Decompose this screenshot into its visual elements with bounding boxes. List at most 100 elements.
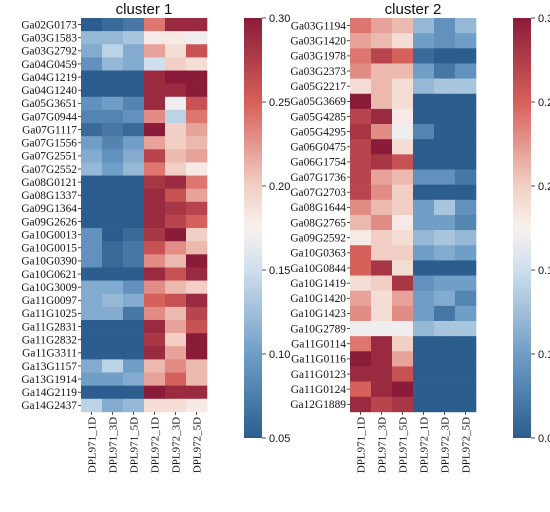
heatmap-cell bbox=[102, 306, 124, 321]
heatmap-cell bbox=[81, 280, 103, 295]
heatmap-cell bbox=[144, 280, 166, 295]
heatmap-cell bbox=[413, 366, 435, 382]
heatmap-cell bbox=[144, 228, 166, 242]
heatmap-cell bbox=[434, 275, 456, 291]
heatmap-cell bbox=[350, 124, 372, 140]
heatmap-cell bbox=[350, 381, 372, 398]
colorbar-tick-label: 0.05 bbox=[269, 433, 290, 445]
heatmap-cell bbox=[186, 57, 208, 71]
colorbar-tick-label: 0.20 bbox=[538, 181, 550, 193]
heatmap-cell bbox=[455, 260, 477, 276]
row-label: Ga03G1420 bbox=[290, 36, 346, 48]
heatmap-cell bbox=[165, 18, 187, 32]
heatmap-cell bbox=[434, 214, 456, 231]
heatmap-cell bbox=[123, 57, 145, 71]
heatmap-cell bbox=[371, 245, 393, 261]
heatmap-cell bbox=[413, 381, 435, 398]
heatmap-cell bbox=[81, 385, 103, 400]
heatmap-cell bbox=[123, 70, 145, 84]
heatmap-cell bbox=[165, 267, 187, 281]
row-label: Ga09G2592 bbox=[290, 232, 346, 244]
heatmap-cell bbox=[392, 396, 414, 413]
heatmap-cell bbox=[81, 83, 103, 98]
heatmap-cell bbox=[102, 241, 124, 255]
heatmap-cell bbox=[144, 31, 166, 45]
row-label: Ga13G1157 bbox=[22, 361, 78, 373]
heatmap-cell bbox=[434, 184, 456, 201]
heatmap-cell bbox=[144, 83, 166, 98]
heatmap-cell bbox=[455, 78, 477, 95]
heatmap-cell bbox=[81, 18, 103, 32]
heatmap-cell bbox=[371, 305, 393, 322]
heatmap-cell bbox=[455, 366, 477, 382]
heatmap-cell bbox=[186, 83, 208, 98]
heatmap-cell bbox=[123, 123, 145, 137]
heatmap-cell bbox=[123, 346, 145, 360]
heatmap-cell bbox=[434, 381, 456, 398]
heatmap-cell bbox=[186, 136, 208, 150]
heatmap-cell bbox=[371, 290, 393, 307]
heatmap-cell bbox=[186, 398, 208, 413]
heatmap-cell bbox=[350, 305, 372, 322]
heatmap-cell bbox=[413, 169, 435, 185]
column-label: DPL971_1D bbox=[87, 417, 99, 473]
heatmap-cell bbox=[455, 275, 477, 291]
heatmap-cell bbox=[186, 96, 208, 111]
heatmap-cell bbox=[102, 136, 124, 150]
heatmap-cell bbox=[123, 136, 145, 150]
heatmap-cell bbox=[144, 359, 166, 373]
heatmap-cell bbox=[350, 396, 372, 413]
heatmap-cell bbox=[455, 18, 477, 34]
row-label: Ga11G2832 bbox=[22, 334, 78, 346]
heatmap-cell bbox=[392, 108, 414, 125]
heatmap-cell bbox=[165, 254, 187, 268]
heatmap-cell bbox=[81, 214, 103, 229]
heatmap-cell bbox=[102, 201, 124, 216]
heatmap-cell bbox=[123, 109, 145, 124]
heatmap-cell bbox=[123, 385, 145, 400]
row-label: Ga11G2831 bbox=[22, 321, 78, 333]
heatmap-cell bbox=[165, 228, 187, 242]
heatmap-cell bbox=[392, 18, 414, 34]
heatmap-cell bbox=[186, 267, 208, 281]
heatmap-cell bbox=[434, 290, 456, 307]
row-label: Ga11G0114 bbox=[291, 339, 346, 351]
heatmap-cell bbox=[144, 109, 166, 124]
row-label: Ga12G1889 bbox=[290, 399, 346, 411]
heatmap-cell bbox=[413, 245, 435, 261]
heatmap-cell bbox=[102, 109, 124, 124]
heatmap-cell bbox=[81, 319, 103, 334]
heatmap-cell bbox=[102, 359, 124, 373]
heatmap-cell bbox=[350, 321, 372, 337]
row-label: Ga08G1644 bbox=[290, 202, 346, 214]
heatmap-cell bbox=[165, 241, 187, 255]
column-label: DPL971_3D bbox=[377, 417, 389, 473]
heatmap-cell bbox=[186, 201, 208, 216]
heatmap-cell bbox=[81, 70, 103, 84]
heatmap-cell bbox=[392, 93, 414, 110]
heatmap-cell bbox=[123, 359, 145, 373]
heatmap-cell bbox=[123, 214, 145, 229]
heatmap-cell bbox=[455, 184, 477, 201]
heatmap-cell bbox=[413, 199, 435, 216]
row-label: Ga05G4295 bbox=[290, 126, 346, 138]
heatmap-cell bbox=[123, 280, 145, 295]
heatmap-cell bbox=[123, 267, 145, 281]
heatmap-cell bbox=[434, 396, 456, 413]
heatmap-cell bbox=[81, 31, 103, 45]
heatmap-cell bbox=[350, 18, 372, 34]
row-label: Ga05G3651 bbox=[21, 98, 77, 110]
heatmap-cell bbox=[186, 109, 208, 124]
column-label: DPL972_1D bbox=[419, 417, 431, 473]
column-label: DPL971_5D bbox=[129, 417, 141, 473]
heatmap-cell bbox=[392, 139, 414, 155]
column-label: DPL971_5D bbox=[398, 417, 410, 473]
heatmap-cell bbox=[144, 57, 166, 71]
heatmap-cell bbox=[165, 280, 187, 295]
heatmap-cell bbox=[123, 293, 145, 308]
heatmap-cell bbox=[455, 33, 477, 49]
heatmap-cell bbox=[144, 188, 166, 203]
row-label: Ga08G1337 bbox=[21, 190, 77, 202]
heatmap-cell bbox=[371, 18, 393, 34]
